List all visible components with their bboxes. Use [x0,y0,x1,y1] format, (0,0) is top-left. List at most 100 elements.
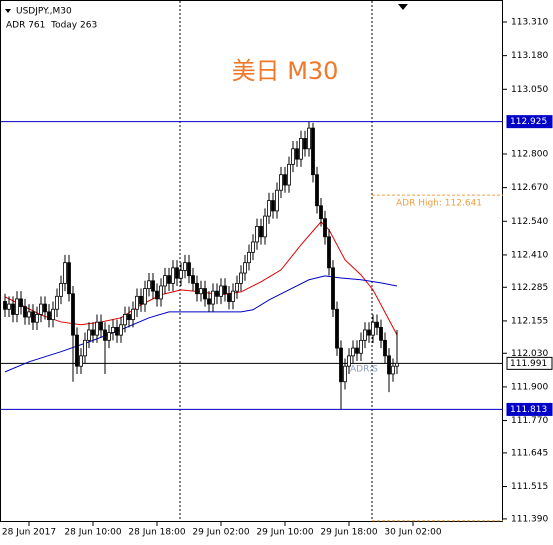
candle-body [147,280,151,289]
candle-body [291,148,295,165]
candle-body [207,298,211,305]
candle-body [87,329,91,341]
candle-body [191,275,195,284]
candle-body [3,301,7,310]
x-tick-label: 28 Jun 18:00 [128,528,185,538]
x-tick-label: 29 Jun 10:00 [256,528,313,538]
candle-body [387,355,391,375]
candle-body [15,298,19,315]
candle-body [35,314,39,323]
y-tick-label: 113.310 [511,17,548,27]
candle-body [19,298,23,308]
candle-body [335,308,339,349]
adr-info: ADR 761 Today 263 [6,21,97,31]
candle-body [151,280,155,292]
candle-body [187,262,191,277]
level-tag [506,115,553,129]
candle-body [311,127,315,176]
candle-body [295,148,299,160]
candle-body [119,324,123,336]
candle-body [143,288,147,305]
candle-body [239,272,243,284]
candle-body [7,303,11,310]
candle-body [175,267,179,279]
candle-body [275,189,279,212]
x-tick-label: 28 Jun 10:00 [64,528,121,538]
candle-body [83,339,87,357]
shift-marker [398,4,408,10]
candle-body [391,365,395,375]
adr-tag: ADR:S [350,365,378,375]
candle-body [179,270,183,279]
candle-body [231,290,235,302]
y-tick-label: 112.410 [511,250,548,260]
candle-body [111,326,115,333]
y-tick-label: 112.670 [511,183,548,193]
candle-body [163,275,167,287]
y-tick-label: 112.285 [511,283,548,293]
candle-body [95,321,99,336]
candle-body [195,282,199,295]
candle-body [115,326,119,336]
y-tick-label: 111.770 [511,416,548,426]
y-tick-label: 111.645 [511,448,548,458]
candle-body [199,288,203,295]
candle-body [395,362,399,367]
candle-body [99,321,103,331]
candle-body [31,311,35,323]
candle-body [367,329,371,336]
candle-body [247,251,251,264]
candle-body [47,311,51,321]
candle-body [75,334,79,367]
level-label: 111.813 [510,405,547,415]
y-tick-label: 112.800 [511,149,548,159]
candle-body [23,306,27,318]
candle-body [11,303,15,315]
candle-body [127,314,131,321]
menu-arrow [5,9,11,13]
candle-body [59,282,63,297]
candle-body [283,174,287,186]
x-tick-label: 30 Jun 02:00 [384,528,441,538]
candle-body [131,308,135,321]
level-tag [506,402,553,416]
candle-body [347,355,351,367]
candle-body [123,314,127,326]
candle-body [383,339,387,357]
candle-body [79,355,83,367]
candle-body [63,262,67,284]
x-tick-label: 28 Jun 2017 [2,528,56,538]
candle-body [159,285,163,300]
candle-body [51,308,55,321]
candle-body [359,339,363,354]
candle-body [55,295,59,310]
candle-body [327,236,331,269]
candle-body [279,174,283,191]
candle-body [203,288,207,300]
y-tick-label: 113.180 [511,51,548,61]
candle-body [155,290,159,300]
candle-body [71,293,75,336]
plot-frame [0,0,503,522]
candle-body [363,329,367,341]
candle-body [91,329,95,336]
candle-body [171,267,175,284]
candle-body [39,303,43,315]
chart-title: 美日 M30 [232,57,339,85]
candle-body [243,262,247,274]
candle-body [183,262,187,271]
x-tick-label: 29 Jun 18:00 [320,528,377,538]
candle-body [379,326,383,341]
y-tick-label: 112.030 [511,349,548,359]
candle-body [259,226,263,238]
candle-body [103,329,107,341]
candle-body [339,347,343,383]
y-tick-label: 111.900 [511,382,548,392]
candle-body [43,303,47,313]
candle-body [331,267,335,310]
candle-body [227,293,231,302]
candle-body [27,311,31,318]
candle-body [215,290,219,297]
candle-body [299,138,303,160]
